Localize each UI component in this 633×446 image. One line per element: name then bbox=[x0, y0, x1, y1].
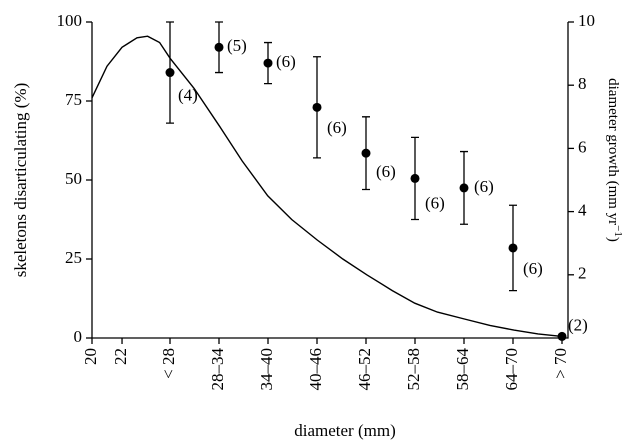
n-label: (6) bbox=[425, 193, 445, 212]
axes bbox=[91, 22, 569, 339]
data-point bbox=[312, 102, 322, 112]
data-point bbox=[459, 183, 469, 193]
n-label: (6) bbox=[523, 259, 543, 278]
x-category-label: 40–46 bbox=[306, 348, 325, 391]
y2-tick-label: 8 bbox=[578, 74, 587, 93]
y-tick-label: 75 bbox=[65, 90, 82, 109]
growth-curve bbox=[91, 35, 563, 338]
y-tick-label: 0 bbox=[74, 327, 83, 346]
x-category-label: < 28 bbox=[159, 348, 178, 379]
x-category-label: 34–40 bbox=[257, 348, 276, 391]
data-point bbox=[214, 42, 224, 52]
y-tick-label: 50 bbox=[65, 169, 82, 188]
y2-tick-label: 10 bbox=[578, 11, 595, 30]
data-point bbox=[165, 68, 175, 78]
n-label: (5) bbox=[227, 36, 247, 55]
y-axis-label: skeletons disarticulating (%) bbox=[11, 83, 30, 278]
y-tick-label: 25 bbox=[65, 248, 82, 267]
n-label: (6) bbox=[327, 118, 347, 137]
data-point bbox=[508, 243, 518, 253]
y2-axis-label-end: ) bbox=[605, 237, 621, 242]
data-point bbox=[557, 331, 567, 341]
y2-tick-label: 2 bbox=[578, 264, 587, 283]
n-label: (2) bbox=[568, 315, 588, 334]
y2-axis-label-sup: −1 bbox=[612, 225, 624, 237]
x-category-label: 58–64 bbox=[453, 348, 472, 391]
data-point bbox=[263, 58, 273, 68]
y2-axis-label: diameter growth (mm yr−1) bbox=[605, 78, 625, 242]
data-point bbox=[410, 173, 420, 183]
n-label: (6) bbox=[376, 162, 396, 181]
x-category-label: 46–52 bbox=[355, 348, 374, 391]
x-category-label: 52–58 bbox=[404, 348, 423, 391]
y2-axis-label-main: diameter growth (mm yr bbox=[605, 78, 621, 225]
x-category-label: > 70 bbox=[551, 348, 570, 379]
y2-tick-label: 4 bbox=[578, 201, 587, 220]
x-tick-label: 20 bbox=[81, 348, 100, 365]
n-label: (4) bbox=[178, 85, 198, 104]
x-tick-label: 22 bbox=[111, 348, 130, 365]
x-category-label: 64–70 bbox=[502, 348, 521, 391]
y-tick-label: 100 bbox=[57, 11, 83, 30]
x-axis-label: diameter (mm) bbox=[294, 421, 396, 440]
x-category-label: 28–34 bbox=[208, 348, 227, 391]
n-label: (6) bbox=[276, 52, 296, 71]
y2-tick-label: 6 bbox=[578, 137, 587, 156]
n-label: (6) bbox=[474, 177, 494, 196]
data-point bbox=[361, 148, 371, 158]
